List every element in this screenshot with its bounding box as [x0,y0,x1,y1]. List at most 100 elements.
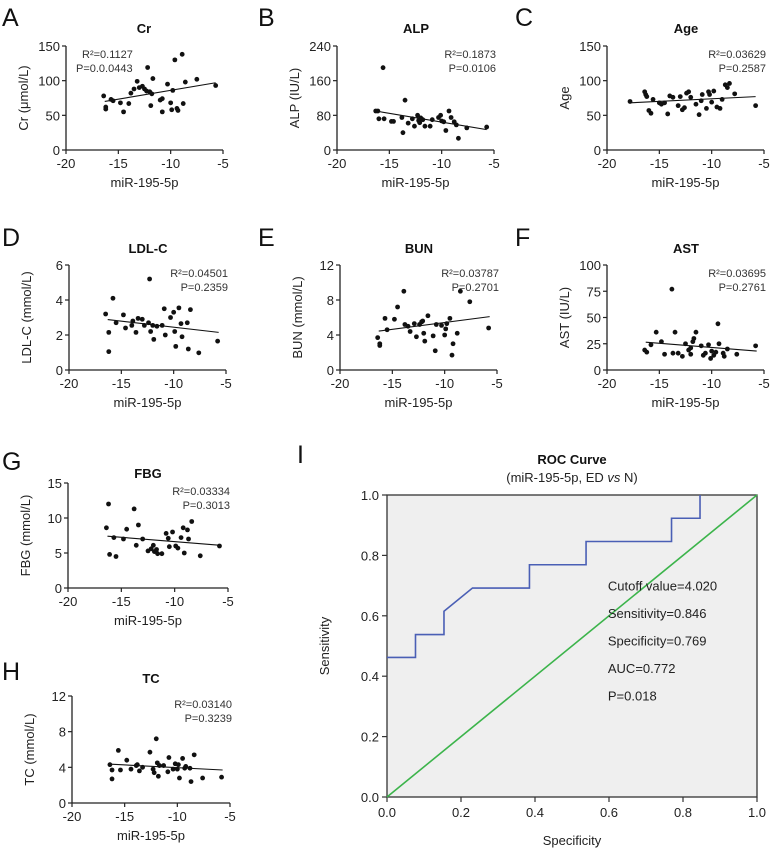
data-point [184,320,190,326]
data-point [134,762,140,768]
data-point [101,93,107,99]
y-tick-label: 8 [59,725,66,740]
p-value-label: P=0.2359 [181,282,228,294]
y-tick-label: 12 [52,689,66,704]
x-tick-label: 0.4 [526,805,544,820]
data-point [136,85,142,90]
x-axis-label: Specificity [543,833,602,848]
data-point [172,57,178,63]
data-point [693,101,699,107]
y-axis-label: TC (mmol/L) [22,713,37,785]
data-point [173,343,179,349]
data-point [135,315,141,321]
data-point [401,288,407,294]
data-point [188,779,194,784]
x-tick-label: -15 [650,156,669,171]
x-tick-label: -20 [328,156,347,171]
data-point [688,94,694,100]
data-point [669,286,675,292]
data-point [422,338,428,344]
panel-e: E BUN -20 -15 -10 -5 0 4 8 12 miR-195-5p BUN (mmol/… [258,224,503,410]
y-axis-label: Age [557,86,572,109]
regression-line [645,341,757,352]
x-tick-label: -5 [758,376,770,391]
y-tick-label: 4 [59,760,66,775]
y-tick-label: 6 [56,258,63,273]
roc-annotation: Sensitivity=0.846 [608,606,707,621]
data-point [111,535,117,540]
data-point [131,506,137,512]
x-tick-label: -10 [702,376,721,391]
y-tick-label: 240 [309,39,331,54]
data-point [215,338,221,344]
data-point [169,107,175,113]
y-tick-label: 160 [309,74,331,89]
x-tick-label: -10 [161,156,180,171]
p-value-label: P=0.2761 [719,282,766,294]
y-tick-label: 80 [317,108,331,123]
x-tick-label: 1.0 [748,805,766,820]
data-point [682,105,687,111]
data-point [447,315,453,321]
data-point [706,342,711,348]
chart-subtitle: (miR-195-5p, ED vs N) [506,470,637,485]
r-squared-label: R²=0.1873 [444,49,496,61]
data-point [191,752,197,758]
data-point [159,551,165,557]
chart-title: AST [673,241,699,256]
data-point [439,322,444,328]
x-tick-label: -20 [331,376,350,391]
data-point [414,334,419,340]
data-point [124,526,130,532]
data-point [147,749,153,755]
y-axis-label: FBG (mmol/L) [18,495,33,577]
data-point [696,112,702,118]
data-point [179,51,185,57]
data-point [153,736,159,742]
x-tick-label: 0.8 [674,805,692,820]
data-point [161,306,167,312]
y-tick-label: 50 [587,311,601,326]
data-point [405,120,411,126]
data-point [175,762,181,768]
data-point [724,85,730,90]
data-point [155,773,161,779]
data-point [176,305,182,311]
data-point [159,109,165,115]
roc-annotation: AUC=0.772 [608,661,676,676]
subtitle-part: (miR-195-5p, ED [506,470,607,485]
data-point [454,330,460,336]
data-point [420,318,426,324]
r-squared-label: R²=0.03787 [441,268,499,280]
chart-title: Cr [137,21,151,36]
data-point [432,348,438,354]
data-point [109,767,115,773]
data-point [180,525,186,531]
data-point [486,325,492,331]
x-tick-label: -5 [491,376,503,391]
data-point [688,351,694,357]
data-point [162,332,168,338]
y-tick-label: 0 [594,363,601,378]
data-point [106,329,112,335]
data-point [402,97,408,103]
chart-title: FBG [134,466,161,481]
y-tick-label: 0 [327,363,334,378]
y-tick-label: 75 [587,284,601,299]
data-point [185,527,190,533]
x-tick-label: -10 [165,594,184,609]
y-tick-label: 0.2 [361,730,379,745]
data-point [653,329,659,335]
data-point [686,89,692,95]
regression-line [107,319,219,333]
data-point [168,315,173,320]
data-point [442,332,448,338]
data-point [727,81,732,86]
data-point [180,756,186,761]
data-point [128,90,134,96]
data-point [709,348,715,354]
panel-d: D LDL-C -20 -15 -10 -5 0 2 4 6 miR-195-5p LDL-C (mm… [2,224,232,410]
subtitle-part: N) [620,470,637,485]
data-point [163,531,169,536]
